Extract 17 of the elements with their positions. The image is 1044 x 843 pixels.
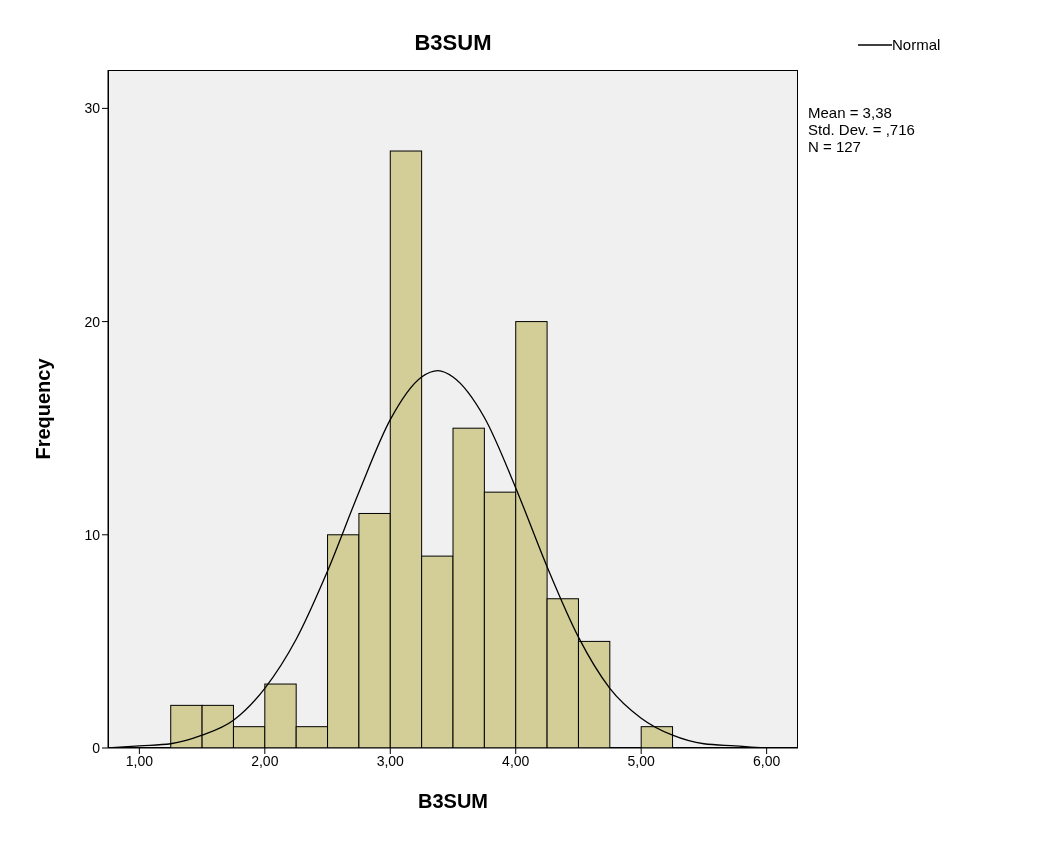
x-axis-title: B3SUM bbox=[417, 790, 489, 812]
y-tick-label: 10 bbox=[84, 526, 101, 543]
text: N = 127 bbox=[808, 138, 862, 155]
text: Std. Dev. = ,716 bbox=[808, 121, 915, 138]
x-tick-label: 4,00 bbox=[502, 752, 530, 769]
x-tick-label: 6,00 bbox=[753, 752, 781, 769]
x-tick-label: 5,00 bbox=[627, 752, 656, 769]
x-tick-label: 1,00 bbox=[125, 752, 154, 769]
x-tick-label: 3,00 bbox=[376, 752, 405, 769]
y-axis-title: Frequency bbox=[32, 357, 55, 460]
legend-label: Normal bbox=[892, 36, 941, 53]
chart-title: B3SUM bbox=[413, 30, 493, 56]
y-tick-label: 0 bbox=[92, 739, 101, 756]
y-tick-label: 30 bbox=[84, 100, 101, 117]
text: Mean = 3,38 bbox=[808, 104, 893, 121]
y-tick-label: 20 bbox=[84, 313, 101, 330]
x-tick-label: 2,00 bbox=[251, 752, 279, 769]
